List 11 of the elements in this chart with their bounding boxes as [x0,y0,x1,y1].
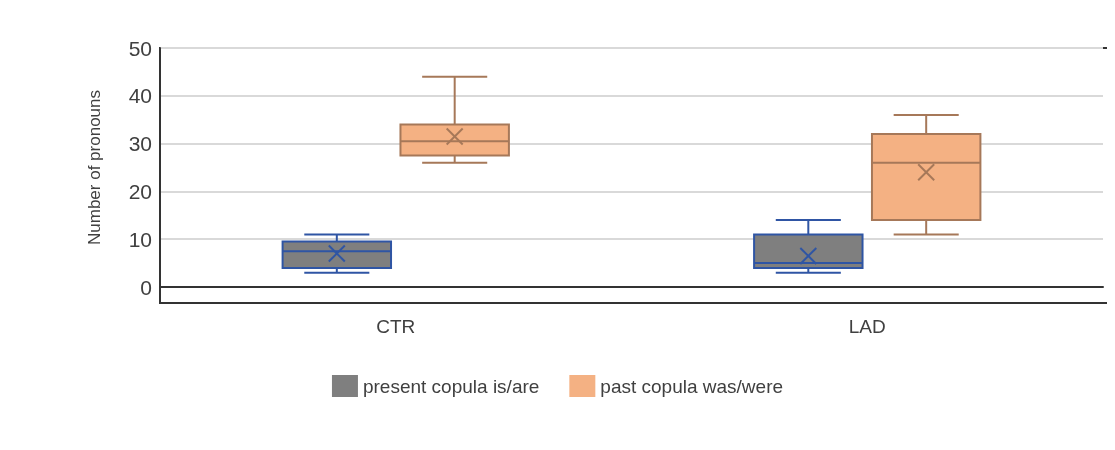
y-axis-title: Number of pronouns [84,90,104,245]
y-tick-label: 10 [128,227,152,251]
x-tick-label: LAD [848,316,886,337]
x-tick-label: CTR [376,316,416,337]
y-tick-label: 50 [128,36,152,60]
y-tick-label: 40 [128,84,152,108]
legend-label: past copula was/were [600,375,784,397]
y-tick-label: 0 [140,275,152,299]
y-tick-label: 20 [128,179,152,203]
legend-label: present copula is/are [362,375,540,397]
y-tick-label: 30 [128,132,152,156]
